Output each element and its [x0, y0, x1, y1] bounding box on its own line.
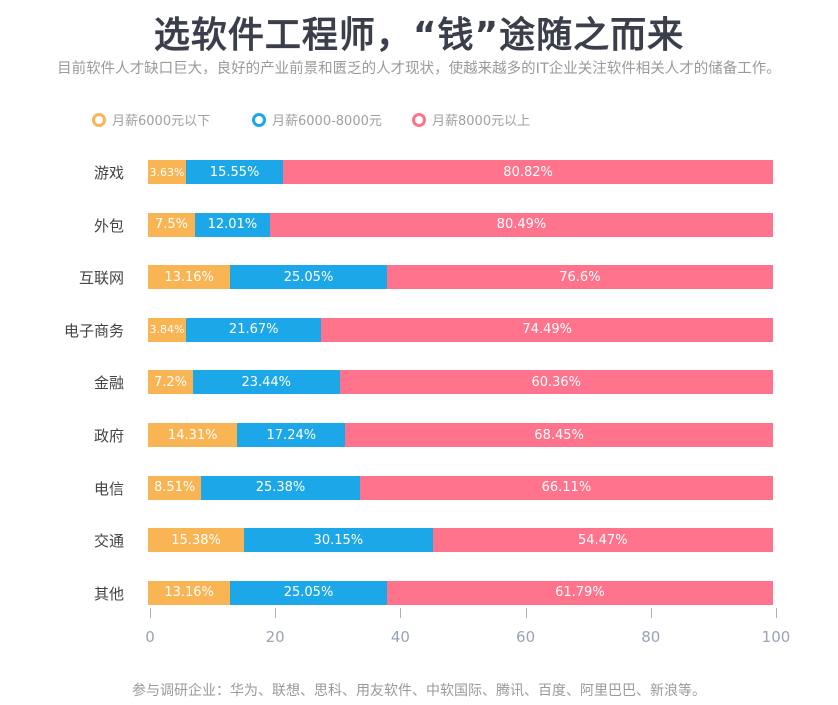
data-label: 12.01%: [207, 217, 258, 233]
bar-segment: 61.79%: [386, 580, 773, 605]
data-label: 74.49%: [522, 322, 572, 338]
data-label: 15.55%: [209, 164, 260, 180]
x-tick-label: 20: [265, 628, 285, 646]
bar-segment: 17.24%: [237, 423, 346, 447]
data-label: 17.24%: [266, 427, 317, 443]
bar-segment: 74.49%: [321, 317, 773, 342]
data-label: 25.05%: [283, 269, 334, 285]
legend-marker-icon: [92, 112, 106, 127]
bar-segment: 8.51%: [148, 475, 202, 500]
category-label: 互联网: [78, 269, 124, 288]
data-label: 25.05%: [283, 585, 334, 601]
bar-segment: 14.31%: [148, 423, 238, 447]
data-label: 80.82%: [503, 164, 553, 180]
bar-segment: 15.38%: [148, 528, 245, 553]
bar-segment: 7.2%: [148, 370, 193, 395]
category-label: 金融: [93, 374, 124, 393]
bar-segment: 21.67%: [186, 317, 322, 342]
data-label: 30.15%: [313, 532, 364, 548]
data-label: 66.11%: [541, 480, 592, 496]
legend-item[interactable]: 月薪6000元以下: [92, 110, 210, 129]
bar-segment: 15.55%: [186, 160, 284, 184]
legend-label: 月薪6000元以下: [112, 114, 211, 129]
data-label: 61.79%: [555, 585, 605, 601]
legend-label: 月薪6000-8000元: [272, 114, 382, 129]
data-label: 14.31%: [167, 427, 218, 443]
data-label: 7.2%: [153, 374, 188, 390]
bar-segment: 7.5%: [148, 212, 195, 237]
data-label: 54.47%: [577, 532, 628, 548]
bar-segment: 23.44%: [193, 370, 340, 395]
data-label: 13.16%: [164, 269, 214, 285]
bar-segment: 54.47%: [432, 528, 773, 553]
category-label: 交通: [93, 532, 124, 551]
legend-marker-icon: [412, 112, 426, 127]
x-tick: [275, 608, 277, 618]
legend-item[interactable]: 月薪6000-8000元: [252, 110, 382, 129]
data-label: 76.6%: [559, 269, 601, 285]
bar-segment: 60.36%: [339, 370, 773, 395]
bar-segment: 80.82%: [283, 160, 773, 184]
data-label: 25.38%: [255, 480, 306, 496]
x-tick-label: 40: [390, 628, 410, 646]
category-label: 其他: [93, 584, 124, 603]
bar-segment: 68.45%: [345, 423, 773, 447]
data-label: 68.45%: [534, 427, 584, 443]
x-tick: [150, 608, 151, 618]
x-tick-label: 80: [641, 628, 661, 646]
category-label: 政府: [93, 427, 124, 445]
data-label: 23.44%: [241, 374, 292, 390]
bar-segment: 80.49%: [269, 212, 773, 237]
bar-segment: 13.16%: [148, 265, 231, 290]
data-label: 3.63%: [149, 165, 185, 179]
bar-segment: 3.63%: [148, 160, 186, 184]
bar-segment: 12.01%: [194, 212, 270, 237]
bar-segment: 25.38%: [201, 475, 360, 500]
subtitle: 目前软件人才缺口巨大，良好的产业前景和匮乏的人才现状，使越来越多的IT企业关注软…: [57, 61, 781, 77]
x-tick-label: 60: [516, 628, 536, 646]
bar-segment: 25.05%: [230, 580, 387, 605]
x-tick: [650, 608, 652, 618]
category-label: 游戏: [93, 164, 124, 182]
data-label: 15.38%: [171, 532, 221, 548]
category-label: 电子商务: [63, 321, 124, 340]
data-label: 3.84%: [149, 323, 185, 337]
legend-item[interactable]: 月薪8000元以上: [412, 110, 530, 129]
bar-segment: 76.6%: [386, 265, 773, 290]
bar-segment: 30.15%: [244, 528, 433, 553]
data-label: 21.67%: [228, 322, 279, 338]
bar-segment: 25.05%: [230, 265, 387, 290]
legend-label: 月薪8000元以上: [432, 114, 531, 129]
data-label: 8.51%: [153, 480, 196, 496]
data-label: 80.49%: [496, 217, 547, 233]
x-tick-label: 100: [761, 628, 791, 646]
x-tick: [400, 608, 402, 618]
data-label: 60.36%: [531, 374, 582, 390]
bar-segment: 13.16%: [148, 580, 231, 605]
legend-marker-icon: [252, 112, 266, 127]
footer-note: 参与调研企业：华为、联想、思科、用友软件、中软国际、腾讯、百度、阿里巴巴、新浪等…: [132, 683, 706, 699]
x-tick: [776, 608, 777, 618]
category-label: 外包: [93, 216, 124, 235]
x-tick: [525, 608, 527, 618]
data-label: 13.16%: [164, 585, 214, 601]
category-label: 电信: [93, 479, 124, 498]
page-title: 选软件工程师，“钱”途随之而来: [153, 15, 685, 56]
data-label: 7.5%: [154, 217, 188, 233]
bar-segment: 3.84%: [148, 317, 186, 342]
bar-segment: 66.11%: [359, 475, 773, 500]
x-tick-label: 0: [145, 628, 155, 646]
